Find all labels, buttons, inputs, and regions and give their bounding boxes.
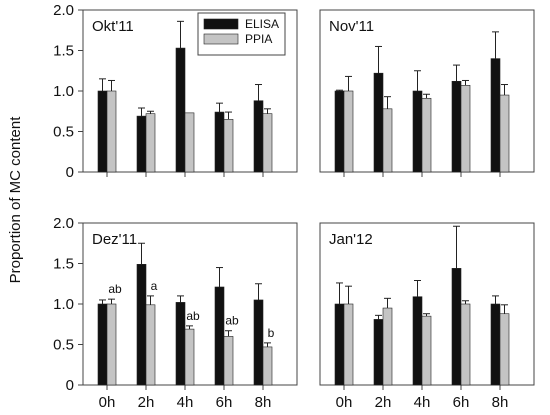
bar-ppia xyxy=(223,336,234,386)
bar-ppia xyxy=(184,112,195,173)
y-tick-label: 1.0 xyxy=(53,83,74,100)
bar-elisa xyxy=(451,268,462,386)
bar-ppia xyxy=(262,113,273,173)
bar-ppia xyxy=(262,346,273,386)
y-axis-label: Proportion of MC content xyxy=(7,116,24,284)
panel-4: Jan'12 0h 2h 4h 6h 8h xyxy=(319,222,535,411)
bar-elisa xyxy=(334,90,345,173)
bar-elisa xyxy=(97,303,108,386)
significance-label: a xyxy=(151,279,158,293)
bar-elisa xyxy=(490,58,501,173)
bar-ppia xyxy=(382,108,393,173)
y-tick-label: 0 xyxy=(66,164,74,181)
y-tick-label: 1.5 xyxy=(53,43,74,60)
significance-label: ab xyxy=(186,309,200,323)
panel-title: Okt'11 xyxy=(92,18,134,35)
bar-ppia xyxy=(145,113,156,173)
x-tick-label: 8h xyxy=(492,394,509,411)
x-tick-label: 0h xyxy=(336,394,353,411)
bar-ppia xyxy=(106,90,117,173)
legend-swatch-elisa xyxy=(203,18,239,30)
legend-label-elisa: ELISA xyxy=(245,17,279,31)
x-tick-label: 6h xyxy=(453,394,470,411)
bar-elisa xyxy=(253,299,264,386)
bar-ppia xyxy=(382,307,393,386)
panel-title: Nov'11 xyxy=(329,18,374,35)
bar-elisa xyxy=(253,100,264,173)
panel-3: Dez'11 0 0.5 1.0 1.5 2.0 0h ab 2h a 4h ab 6h ab 8h b xyxy=(53,215,298,411)
bar-ppia xyxy=(343,90,354,173)
x-tick-label: 8h xyxy=(255,394,272,411)
x-tick-label: 6h xyxy=(216,394,233,411)
bar-ppia xyxy=(421,97,432,173)
significance-label: ab xyxy=(225,314,239,328)
x-tick-label: 4h xyxy=(414,394,431,411)
bar-ppia xyxy=(421,315,432,386)
legend-swatch-ppia xyxy=(203,33,239,45)
bar-elisa xyxy=(451,80,462,173)
bar-elisa xyxy=(136,115,147,173)
y-tick-label: 1.5 xyxy=(53,256,74,273)
y-tick-label: 0.5 xyxy=(53,124,74,141)
y-tick-label: 0.5 xyxy=(53,337,74,354)
y-tick-label: 2.0 xyxy=(53,215,74,232)
bar-ppia xyxy=(343,303,354,386)
bar-elisa xyxy=(136,264,147,386)
significance-label: b xyxy=(268,326,275,340)
panel-title: Jan'12 xyxy=(329,231,373,248)
bar-ppia xyxy=(223,119,234,173)
bar-elisa xyxy=(412,90,423,173)
bar-elisa xyxy=(97,90,108,173)
bar-ppia xyxy=(499,313,510,386)
bar-ppia xyxy=(184,328,195,386)
bar-elisa xyxy=(373,319,384,386)
panel-2: Nov'11 xyxy=(319,9,535,177)
bar-ppia xyxy=(499,94,510,173)
bar-ppia xyxy=(460,303,471,386)
significance-label: ab xyxy=(108,282,122,296)
x-tick-label: 4h xyxy=(177,394,194,411)
bar-elisa xyxy=(373,72,384,173)
x-tick-label: 0h xyxy=(99,394,116,411)
bar-elisa xyxy=(412,296,423,386)
bar-elisa xyxy=(334,303,345,386)
bar-ppia xyxy=(106,303,117,386)
bar-elisa xyxy=(214,286,225,386)
x-tick-label: 2h xyxy=(138,394,155,411)
bar-elisa xyxy=(214,111,225,173)
panel-title: Dez'11 xyxy=(92,231,137,248)
bar-ppia xyxy=(145,304,156,386)
bar-elisa xyxy=(175,47,186,173)
bar-elisa xyxy=(175,302,186,386)
y-tick-label: 2.0 xyxy=(53,2,74,19)
legend-label-ppia: PPIA xyxy=(245,32,272,46)
x-tick-label: 2h xyxy=(375,394,392,411)
y-tick-label: 0 xyxy=(66,377,74,394)
y-tick-label: 1.0 xyxy=(53,296,74,313)
bar-elisa xyxy=(490,303,501,386)
bar-ppia xyxy=(460,85,471,173)
